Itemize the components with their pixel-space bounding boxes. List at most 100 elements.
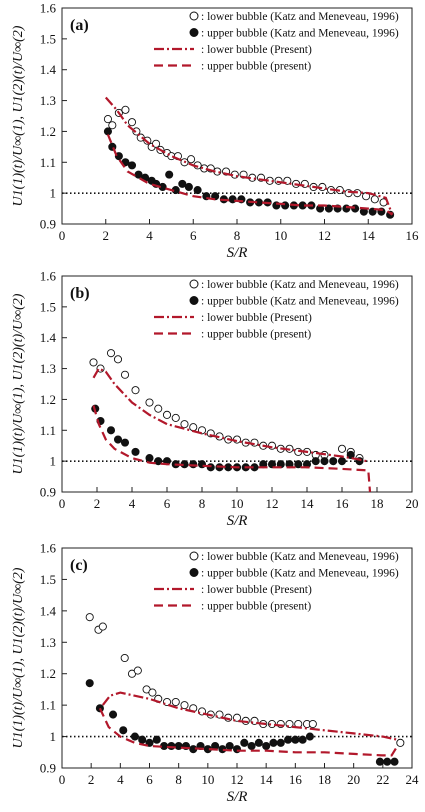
y-tick-label: 1.3 [40, 635, 56, 650]
lower-bubble-data-point [370, 195, 379, 204]
x-tick-label: 16 [406, 228, 420, 243]
upper-bubble-data-point [294, 460, 303, 469]
y-tick-label: 0.9 [40, 485, 56, 500]
y-tick-label: 0.9 [40, 761, 56, 776]
y-tick-label: 1.5 [40, 299, 56, 314]
y-tick-label: 1.5 [40, 31, 56, 46]
lower-bubble-data-point [337, 444, 347, 453]
upper-bubble-data-point [337, 457, 347, 466]
x-tick-label: 2 [88, 772, 95, 787]
lower-bubble-data-point [132, 127, 141, 136]
legend-label: : lower bubble (Present) [201, 312, 312, 324]
y-tick-label: 1.1 [40, 155, 56, 170]
y-tick-label: 1.6 [40, 1, 57, 16]
y-tick-label: 1.4 [40, 603, 57, 618]
upper-bubble-data-point [320, 457, 329, 466]
legend-filled-circle-icon [189, 296, 199, 305]
upper-bubble-data-point [120, 438, 130, 447]
lower-bubble-data-point [113, 355, 123, 364]
y-tick-label: 1.2 [40, 124, 56, 139]
legend: : lower bubble (Katz and Meneveau, 1996)… [154, 279, 399, 341]
lower-bubble-data-point [120, 653, 129, 663]
upper-bubble-data-point [154, 457, 163, 466]
upper-bubble-data-point [138, 735, 147, 744]
y-axis-label: U1(1)(t)/U∞(1), U1(2)(t)/U∞(2) [11, 25, 26, 206]
x-tick-label: 6 [164, 496, 171, 511]
lower-bubble-data-point [180, 420, 189, 429]
lower-bubble-data-point [108, 121, 117, 130]
x-tick-label: 16 [336, 496, 350, 511]
x-tick-label: 0 [59, 772, 66, 787]
upper-bubble-data-point [225, 741, 234, 751]
lower-bubble-data-point [171, 413, 180, 422]
x-tick-label: 4 [117, 772, 124, 787]
legend-label: : lower bubble (Present) [201, 584, 312, 596]
y-tick-label: 1.1 [40, 698, 56, 713]
y-tick-label: 1.3 [40, 93, 56, 108]
lower-bubble-data-point [85, 613, 94, 622]
upper-bubble-data-point [298, 735, 307, 744]
upper-bubble-data-point [324, 204, 333, 213]
legend: : lower bubble (Katz and Meneveau, 1996)… [154, 11, 399, 73]
y-tick-label: 1.1 [40, 423, 56, 438]
x-tick-label: 10 [201, 772, 214, 787]
y-tick-label: 1 [50, 454, 57, 469]
x-tick-label: 8 [175, 772, 182, 787]
y-axis-label: U1(1)(t)/U∞(1), U1(2)(t)/U∞(2) [11, 567, 26, 748]
legend-open-circle-icon [189, 551, 199, 561]
x-tick-label: 0 [59, 496, 66, 511]
x-tick-label: 12 [231, 772, 244, 787]
upper-bubble-model-curve [92, 405, 372, 493]
lower-bubble-data-point [103, 115, 112, 124]
y-tick-label: 1.2 [40, 666, 56, 681]
upper-bubble-data-point [247, 741, 256, 751]
lower-bubble-model-curve [92, 367, 367, 463]
y-tick-label: 1 [50, 729, 57, 744]
chart-panel-3: 0.911.11.21.31.41.51.60 2 4 6 8 10 12 14 16 18 20 2… [11, 541, 419, 806]
upper-bubble-data-point [134, 170, 143, 179]
x-tick-label: 18 [318, 772, 331, 787]
x-tick-label: 4 [146, 228, 153, 243]
lower-bubble-data-point [344, 189, 353, 198]
upper-bubble-data-point [329, 457, 338, 466]
upper-bubble-data-point [269, 738, 278, 747]
upper-bubble-data-point [184, 182, 193, 192]
lower-bubble-data-point [171, 697, 180, 707]
x-tick-label: 10 [231, 496, 244, 511]
x-tick-label: 18 [371, 496, 384, 511]
legend-filled-circle-icon [189, 28, 199, 37]
x-tick-label: 16 [289, 772, 303, 787]
upper-bubble-data-point [276, 738, 285, 747]
chart-panel-2: 0.9 1 1.1 1.2 1.3 1.4 1.5 1.6 0 2 4 6 8 10 12 14 16 18 20 S… [11, 269, 419, 530]
x-tick-label: 14 [260, 772, 274, 787]
lower-bubble-data-point [308, 719, 317, 729]
y-tick-label: 1.6 [40, 541, 57, 556]
upper-bubble-data-point [127, 161, 137, 170]
lower-bubble-data-point [131, 386, 140, 395]
x-tick-label: 22 [376, 772, 389, 787]
lower-bubble-data-point [148, 688, 157, 697]
x-axis-label: S/R [227, 513, 248, 529]
legend-label: : lower bubble (Present) [201, 44, 312, 56]
panel-label: (b) [70, 285, 90, 302]
lower-bubble-data-point [250, 438, 259, 447]
lower-bubble-data-point [152, 139, 161, 148]
legend-label: : upper bubble (Katz and Meneveau, 1996) [201, 296, 399, 308]
legend-open-circle-icon [189, 11, 199, 21]
upper-bubble-data-point [254, 738, 263, 747]
x-tick-label: 20 [347, 772, 360, 787]
lower-bubble-data-point [98, 622, 107, 631]
upper-bubble-data-point [119, 726, 128, 735]
lower-bubble-data-point [154, 404, 163, 413]
x-tick-label: 8 [234, 228, 241, 243]
lower-bubble-data-point [145, 398, 154, 407]
upper-bubble-data-point [165, 170, 174, 179]
upper-bubble-data-point [291, 735, 300, 744]
lower-bubble-data-point [189, 423, 198, 432]
x-tick-label: 12 [318, 228, 331, 243]
upper-bubble-data-point [178, 179, 187, 188]
x-tick-label: 10 [274, 228, 287, 243]
y-tick-label: 1.5 [40, 572, 56, 587]
lower-bubble-data-point [106, 349, 116, 358]
